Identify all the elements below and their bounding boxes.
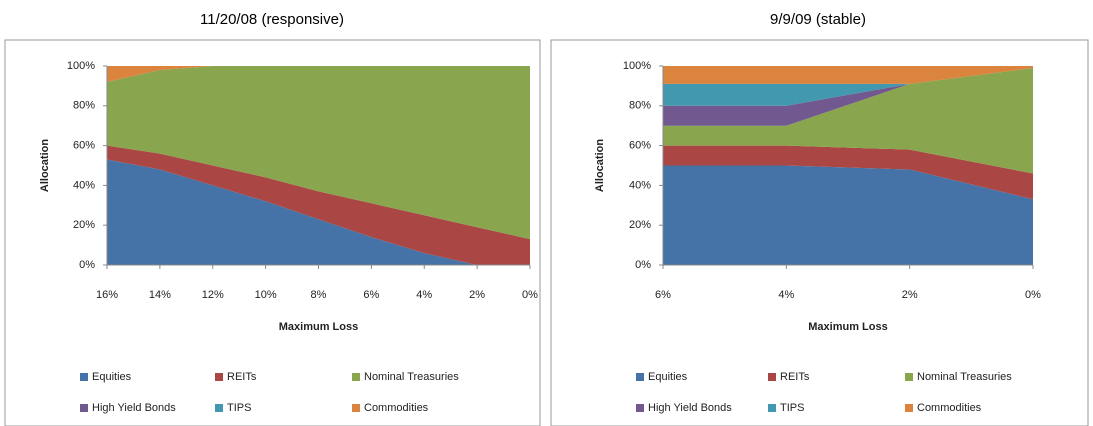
y-tick-label: 100% xyxy=(623,60,651,72)
y-tick-label: 60% xyxy=(629,140,651,152)
x-tick-label: 6% xyxy=(363,289,379,301)
y-tick-label: 40% xyxy=(629,179,651,191)
legend-swatch xyxy=(352,373,360,381)
legend-swatch xyxy=(636,373,644,381)
x-tick-label: 4% xyxy=(416,289,432,301)
legend-label: TIPS xyxy=(780,402,804,414)
legend-label: REITs xyxy=(227,371,257,383)
legend-swatch xyxy=(768,373,776,381)
legend-label: Commodities xyxy=(364,402,429,414)
y-tick-label: 60% xyxy=(73,140,95,152)
legend-label: Equities xyxy=(648,371,688,383)
x-tick-label: 4% xyxy=(778,289,794,301)
y-tick-label: 80% xyxy=(73,100,95,112)
x-tick-label: 8% xyxy=(311,289,327,301)
legend-swatch xyxy=(215,373,223,381)
y-axis-title: Allocation xyxy=(39,139,51,192)
y-tick-label: 40% xyxy=(73,179,95,191)
chart-panel: 11/20/08 (responsive) 0% 20% 40% 60% 80% 100% 1… xyxy=(4,11,541,426)
y-axis-title: Allocation xyxy=(594,139,606,192)
area-series xyxy=(107,145,530,265)
area-series xyxy=(663,68,1033,126)
chart-panel: 9/9/09 (stable) 0% 20% 40% 60% 80% 100% 6% 4% 2% 0… xyxy=(550,11,1089,426)
y-tick-label: 0% xyxy=(79,259,95,271)
x-tick-label: 16% xyxy=(96,289,118,301)
area-series xyxy=(663,145,1033,200)
area-series xyxy=(663,68,1033,174)
area-series xyxy=(663,68,1033,106)
area-series xyxy=(663,66,1033,84)
legend-swatch xyxy=(905,373,913,381)
legend-label: High Yield Bonds xyxy=(92,402,176,414)
legend-swatch xyxy=(636,404,644,412)
legend-label: REITs xyxy=(780,371,810,383)
y-tick-label: 20% xyxy=(629,219,651,231)
x-tick-label: 0% xyxy=(1025,289,1041,301)
area-series xyxy=(663,165,1033,265)
legend-swatch xyxy=(80,373,88,381)
chart-title: 11/20/08 (responsive) xyxy=(200,11,344,28)
legend-label: Commodities xyxy=(917,402,982,414)
x-tick-label: 14% xyxy=(149,289,171,301)
x-tick-label: 2% xyxy=(469,289,485,301)
legend-label: Equities xyxy=(92,371,132,383)
legend-swatch xyxy=(80,404,88,412)
area-series xyxy=(107,66,530,82)
x-tick-label: 2% xyxy=(902,289,918,301)
x-tick-label: 12% xyxy=(202,289,224,301)
x-tick-label: 6% xyxy=(655,289,671,301)
x-tick-label: 10% xyxy=(255,289,277,301)
x-axis-title: Maximum Loss xyxy=(279,321,358,333)
y-tick-label: 100% xyxy=(67,60,95,72)
chart-title: 9/9/09 (stable) xyxy=(770,11,866,28)
y-tick-label: 20% xyxy=(73,219,95,231)
x-axis-title: Maximum Loss xyxy=(808,321,887,333)
area-series xyxy=(107,159,530,265)
legend-swatch xyxy=(905,404,913,412)
legend-swatch xyxy=(215,404,223,412)
legend-label: Nominal Treasuries xyxy=(917,371,1012,383)
y-tick-label: 80% xyxy=(629,100,651,112)
area-series xyxy=(107,66,530,240)
legend-label: TIPS xyxy=(227,402,251,414)
legend-label: Nominal Treasuries xyxy=(364,371,459,383)
legend-label: High Yield Bonds xyxy=(648,402,732,414)
legend-swatch xyxy=(768,404,776,412)
x-tick-label: 0% xyxy=(522,289,538,301)
legend-swatch xyxy=(352,404,360,412)
y-tick-label: 0% xyxy=(635,259,651,271)
